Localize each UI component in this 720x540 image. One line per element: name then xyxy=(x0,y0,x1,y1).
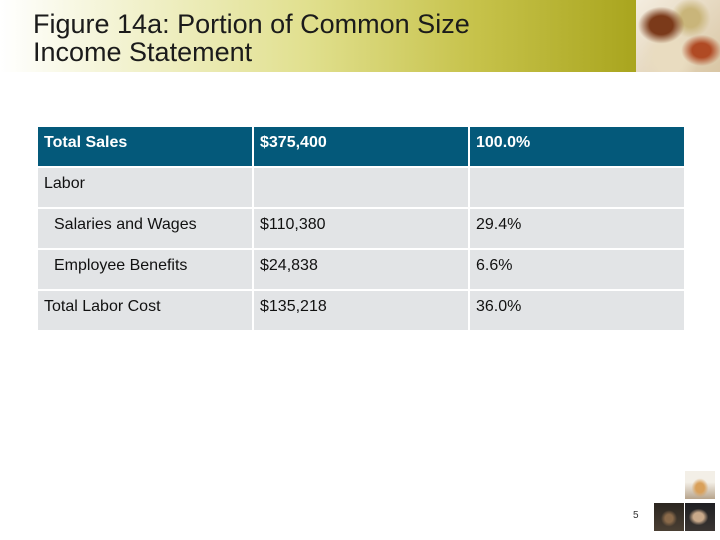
table-row-labor: Labor xyxy=(38,168,684,207)
row-percent: 36.0% xyxy=(470,291,684,330)
slide-title: Figure 14a: Portion of Common Size Incom… xyxy=(33,10,593,66)
row-percent xyxy=(470,168,684,207)
income-statement-table: Total Sales $375,400 100.0% Labor Salari… xyxy=(36,125,686,332)
row-label: Total Labor Cost xyxy=(38,291,252,330)
row-percent: 6.6% xyxy=(470,250,684,289)
row-label: Salaries and Wages xyxy=(38,209,252,248)
table-row-salaries: Salaries and Wages $110,380 29.4% xyxy=(38,209,684,248)
slide-title-line-2: Income Statement xyxy=(33,37,253,67)
food-photo-image xyxy=(636,0,720,72)
row-label: Employee Benefits xyxy=(38,250,252,289)
row-percent: 29.4% xyxy=(470,209,684,248)
page-number: 5 xyxy=(633,510,639,521)
row-amount: $135,218 xyxy=(254,291,468,330)
slide-title-line-1: Figure 14a: Portion of Common Size xyxy=(33,9,470,39)
table-row-total-labor: Total Labor Cost $135,218 36.0% xyxy=(38,291,684,330)
row-label: Labor xyxy=(38,168,252,207)
table-row-total-sales: Total Sales $375,400 100.0% xyxy=(38,127,684,166)
title-band xyxy=(0,0,636,72)
row-amount xyxy=(254,168,468,207)
table-row-benefits: Employee Benefits $24,838 6.6% xyxy=(38,250,684,289)
row-amount: $110,380 xyxy=(254,209,468,248)
row-label: Total Sales xyxy=(38,127,252,166)
row-amount: $24,838 xyxy=(254,250,468,289)
row-percent: 100.0% xyxy=(470,127,684,166)
thumbnail-photo-image xyxy=(654,503,684,531)
thumbnail-photo-image xyxy=(685,503,715,531)
row-amount: $375,400 xyxy=(254,127,468,166)
thumbnail-photo-image xyxy=(685,471,715,499)
